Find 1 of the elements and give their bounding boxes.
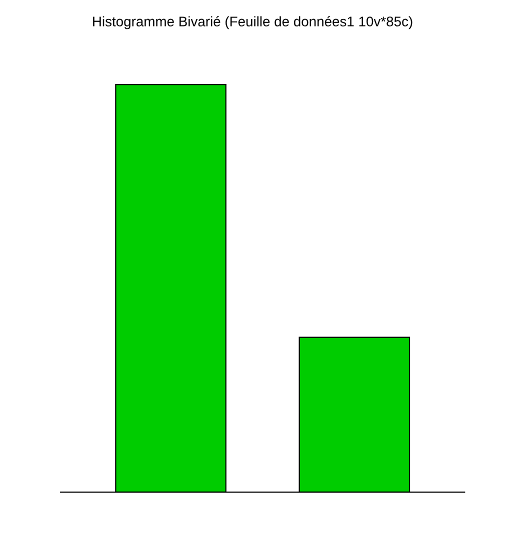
chart-title: Histogramme Bivarié (Feuille de données1 10v*85c) [93,16,412,30]
